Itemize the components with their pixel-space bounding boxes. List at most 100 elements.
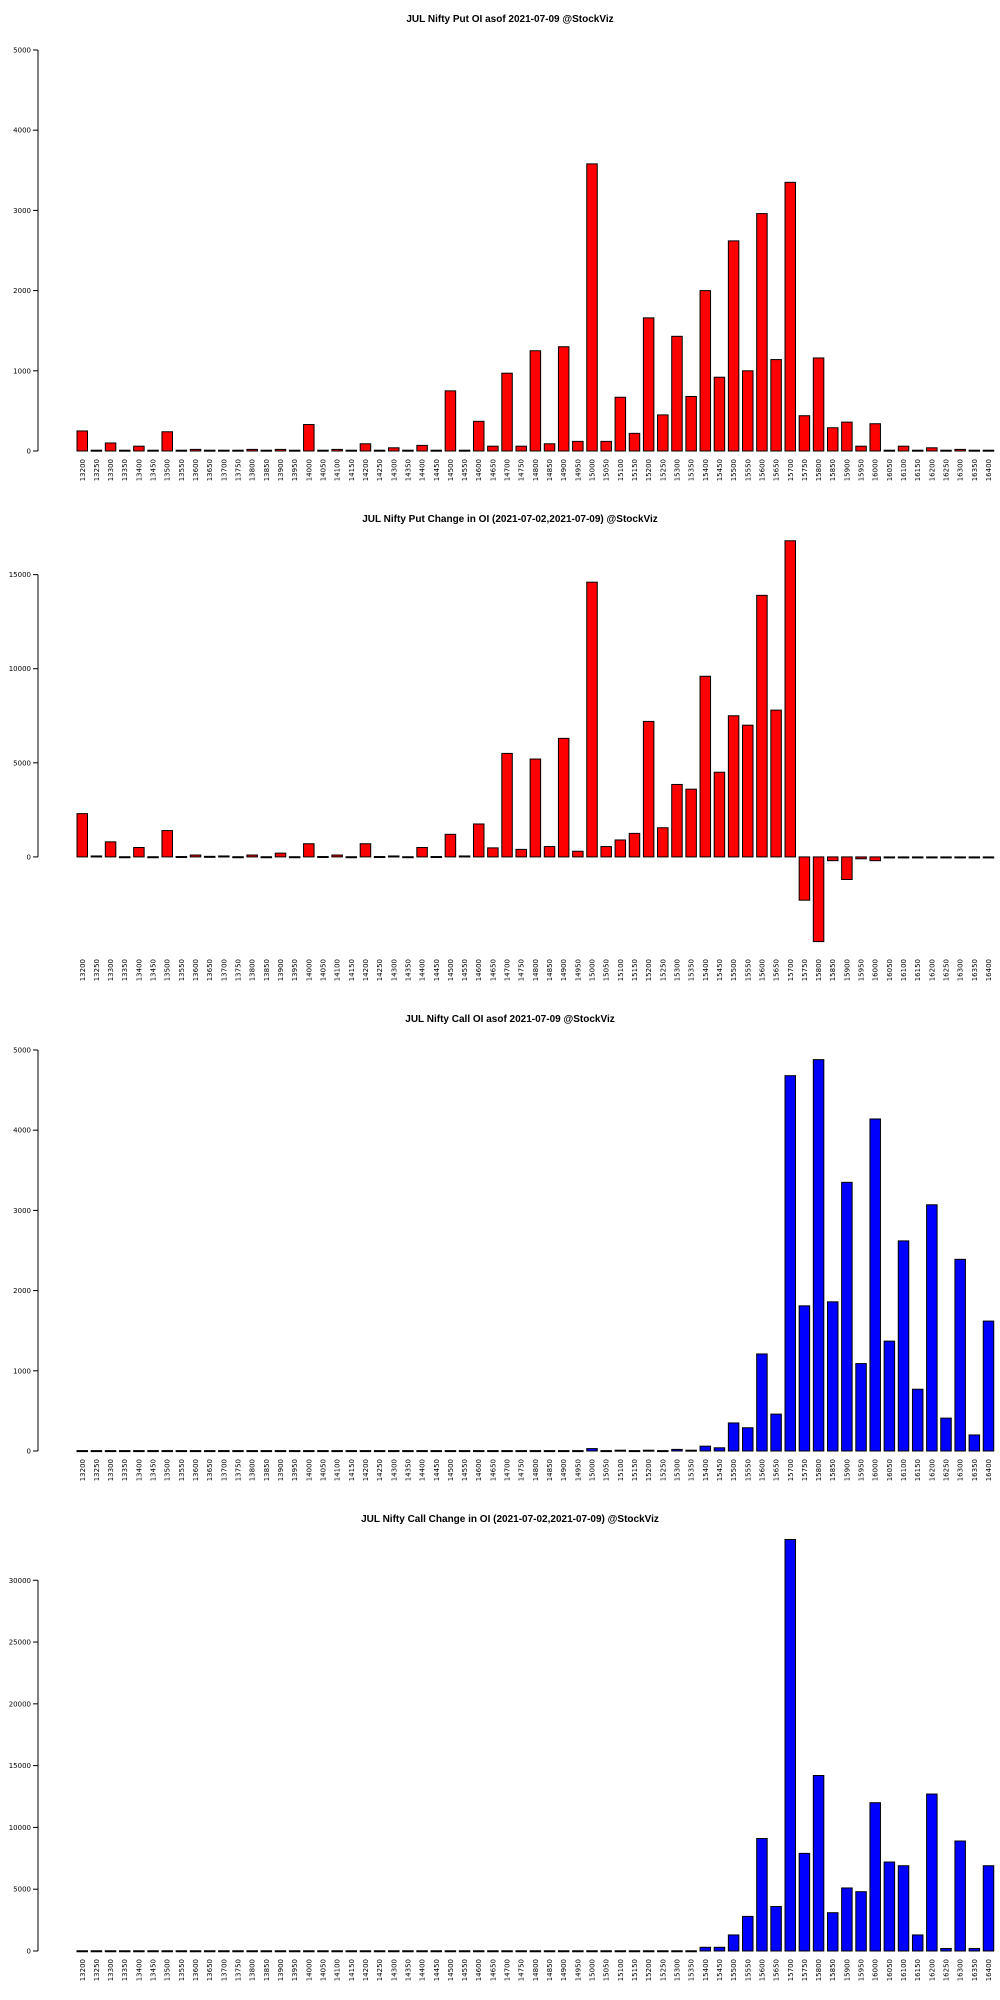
x-tick-label: 15650: [773, 1959, 781, 1981]
x-tick-label: 14200: [362, 1959, 370, 1981]
bar: [756, 1353, 768, 1452]
bar: [940, 1948, 952, 1952]
bar: [232, 1950, 244, 1953]
bar: [628, 1950, 641, 1953]
x-tick-label: 15750: [801, 1959, 809, 1981]
bar: [968, 1948, 981, 1952]
y-tick-label: 5000: [13, 1886, 31, 1894]
bar: [982, 856, 995, 859]
bar: [288, 1450, 301, 1453]
x-tick-label: 15600: [758, 959, 766, 981]
bar: [869, 856, 881, 862]
bar: [798, 1852, 811, 1952]
bar: [968, 449, 981, 452]
x-tick-label: 15900: [843, 459, 851, 481]
bar: [388, 855, 400, 858]
x-tick-label: 16150: [914, 459, 922, 481]
x-tick-label: 13800: [249, 1459, 257, 1481]
bar: [699, 675, 712, 858]
bar: [203, 449, 216, 452]
bar: [472, 823, 485, 858]
bar: [543, 846, 556, 858]
x-tick-label: 13550: [178, 1459, 186, 1481]
bar: [118, 1950, 131, 1953]
x-tick-label: 15400: [702, 959, 710, 981]
bar: [345, 856, 358, 859]
x-tick-label: 16200: [928, 1459, 936, 1481]
x-tick-label: 15200: [645, 459, 653, 481]
bar: [642, 720, 655, 858]
bar: [572, 1950, 584, 1953]
x-tick-label: 14300: [390, 459, 398, 481]
bar: [742, 724, 754, 858]
bar: [557, 346, 570, 452]
bar: [572, 1450, 584, 1453]
bar: [458, 1450, 471, 1453]
x-tick-label: 14750: [518, 459, 526, 481]
y-tick-label: 1000: [13, 1367, 31, 1375]
bar: [118, 449, 131, 452]
x-tick-label: 16100: [900, 1459, 908, 1481]
x-tick-label: 15450: [716, 459, 724, 481]
x-tick-label: 15200: [645, 1459, 653, 1481]
x-tick-label: 13950: [291, 959, 299, 981]
bar: [416, 1950, 428, 1953]
bar: [628, 1450, 641, 1453]
x-tick-label: 14150: [348, 959, 356, 981]
bar: [671, 335, 683, 452]
x-tick-label: 13650: [206, 459, 214, 481]
bar: [756, 1838, 768, 1952]
bar: [657, 414, 669, 452]
bar: [402, 1950, 414, 1953]
x-tick-label: 15550: [744, 959, 752, 981]
bar: [572, 850, 584, 858]
x-tick-label: 13550: [178, 959, 186, 981]
x-tick-label: 14000: [305, 1459, 313, 1481]
bar: [444, 1450, 457, 1453]
bar: [954, 448, 966, 452]
y-tick-label: 3000: [13, 207, 31, 215]
bar: [954, 856, 966, 859]
y-tick-label: 0: [27, 1948, 31, 1956]
x-tick-label: 15800: [815, 1459, 823, 1481]
x-tick-label: 14300: [390, 959, 398, 981]
x-tick-label: 14550: [461, 459, 469, 481]
x-tick-label: 14800: [532, 459, 540, 481]
bar: [855, 856, 867, 860]
bar: [402, 449, 414, 452]
bar: [926, 856, 938, 859]
bar: [812, 1059, 825, 1452]
x-tick-label: 14600: [475, 1959, 483, 1981]
bar: [218, 1950, 230, 1953]
bar: [897, 856, 910, 859]
x-tick-label: 14550: [461, 959, 469, 981]
bar: [742, 1427, 754, 1452]
bar: [798, 856, 811, 901]
x-tick-label: 15850: [829, 959, 837, 981]
y-tick-label: 0: [27, 853, 31, 861]
bar: [572, 440, 584, 452]
x-tick-label: 15650: [773, 959, 781, 981]
x-tick-label: 15350: [688, 959, 696, 981]
bar: [90, 855, 103, 858]
bar: [104, 1950, 117, 1953]
bar: [699, 1946, 712, 1952]
x-tick-label: 14250: [376, 459, 384, 481]
bar: [926, 1793, 938, 1952]
y-tick-label: 4000: [13, 127, 31, 135]
x-tick-label: 14350: [404, 1459, 412, 1481]
x-tick-label: 16100: [900, 1959, 908, 1981]
bar: [699, 290, 712, 452]
chart-panel: JUL Nifty Put Change in OI (2021-07-02,2…: [9, 514, 995, 981]
x-tick-label: 14050: [319, 459, 327, 481]
bar: [430, 1950, 442, 1953]
bar: [218, 1450, 230, 1453]
x-tick-label: 14150: [348, 1459, 356, 1481]
x-tick-label: 14650: [489, 1959, 497, 1981]
bar: [232, 449, 244, 452]
x-tick-label: 15150: [631, 1959, 639, 1981]
x-tick-label: 15600: [758, 1459, 766, 1481]
bar: [954, 1840, 966, 1952]
bar: [260, 856, 273, 859]
bar: [161, 1950, 173, 1953]
